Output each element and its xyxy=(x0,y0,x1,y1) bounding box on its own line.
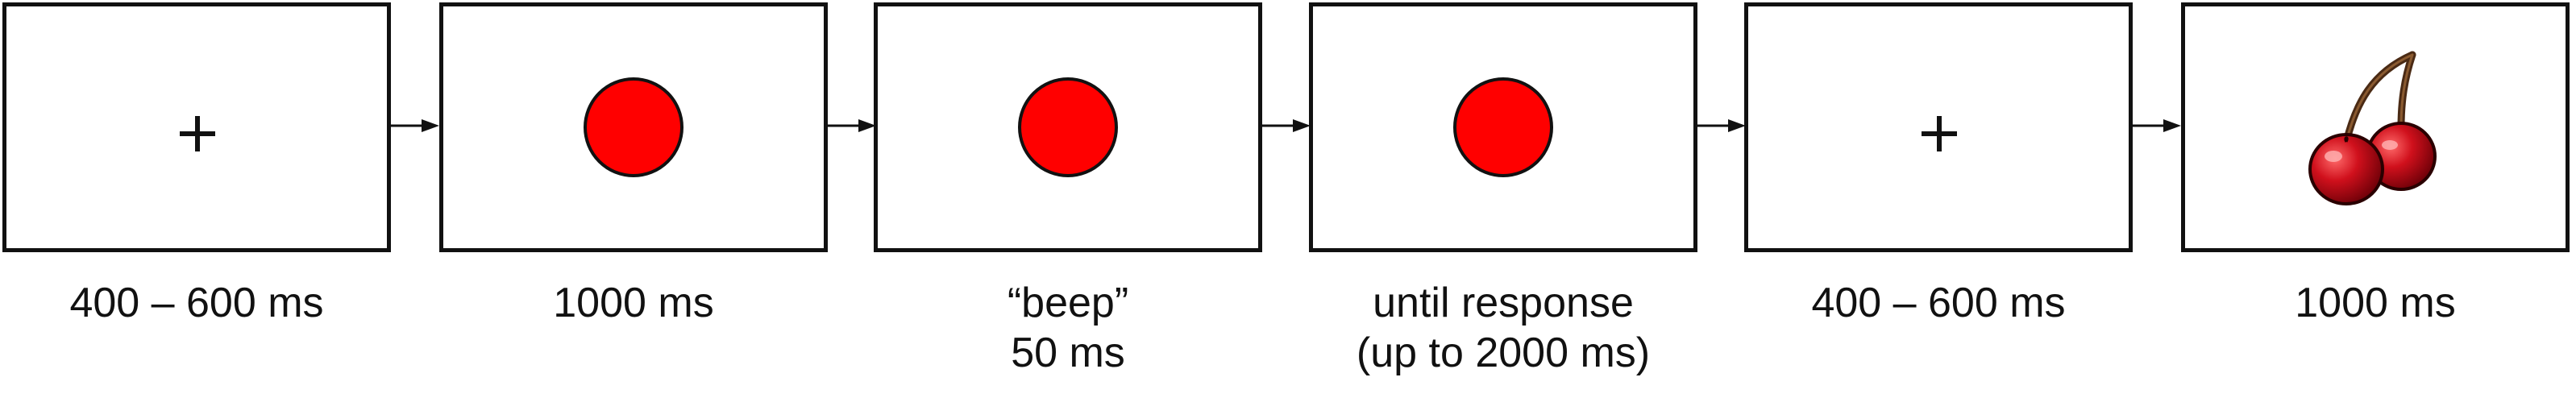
frame-2-duration: 1000 ms xyxy=(553,280,714,326)
frame-2-cue xyxy=(439,2,828,252)
frame-4-response xyxy=(1309,2,1697,252)
fixation-cross-icon xyxy=(1922,116,1957,151)
frame-5-caption: 400 – 600 ms xyxy=(1744,278,2133,328)
frame-1-duration: 400 – 600 ms xyxy=(69,280,324,326)
cherries-icon xyxy=(2308,51,2437,205)
frame-2-caption: 1000 ms xyxy=(439,278,828,328)
red-circle-icon xyxy=(1453,77,1553,177)
frame-6-caption: 1000 ms xyxy=(2181,278,2570,328)
frame-3-beep xyxy=(874,2,1262,252)
arrow-icon xyxy=(1262,119,1311,132)
red-circle-icon xyxy=(584,77,683,177)
frame-6-reward xyxy=(2181,2,2570,252)
frame-3-duration: 50 ms xyxy=(1011,330,1125,376)
frame-5-fixation xyxy=(1744,2,2133,252)
arrow-icon xyxy=(1697,119,1746,132)
frame-4-condition: until response xyxy=(1373,280,1634,326)
fixation-cross-icon xyxy=(180,116,215,151)
arrow-icon xyxy=(828,119,876,132)
frame-6-duration: 1000 ms xyxy=(2295,280,2456,326)
frame-4-duration: (up to 2000 ms) xyxy=(1356,330,1651,376)
frame-3-caption: “beep” 50 ms xyxy=(874,278,1262,378)
red-circle-icon xyxy=(1018,77,1118,177)
frame-1-fixation xyxy=(2,2,391,252)
frame-5-duration: 400 – 600 ms xyxy=(1811,280,2066,326)
frame-4-caption: until response (up to 2000 ms) xyxy=(1309,278,1697,378)
arrow-icon xyxy=(391,119,439,132)
arrow-icon xyxy=(2133,119,2181,132)
frame-1-caption: 400 – 600 ms xyxy=(2,278,391,328)
frame-3-sound-label: “beep” xyxy=(1007,280,1129,326)
